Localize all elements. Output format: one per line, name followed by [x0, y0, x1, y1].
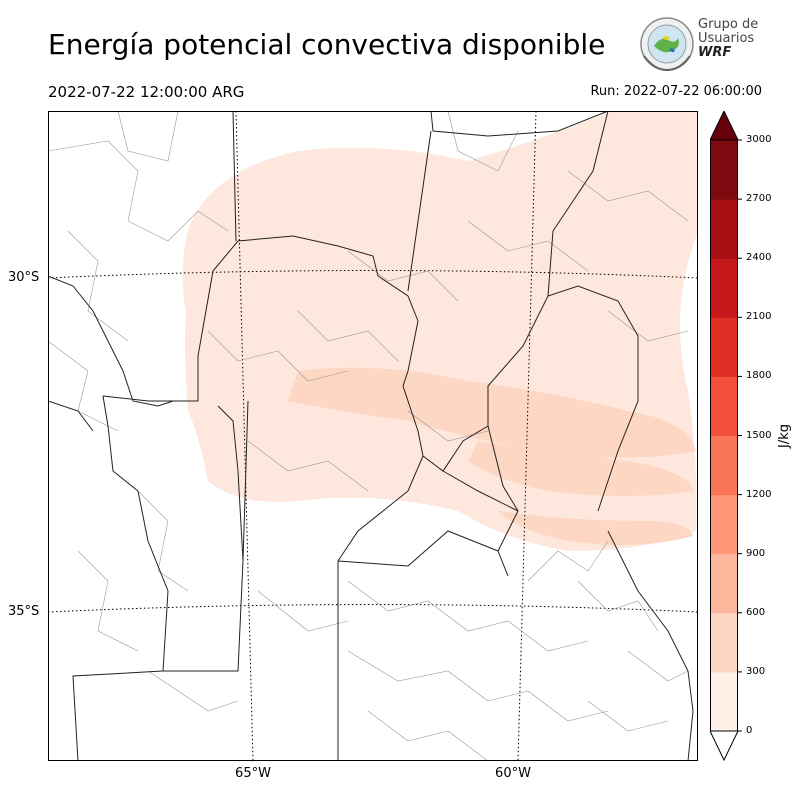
colorbar-tick-label: 2100 — [746, 311, 772, 323]
colorbar-tick-label: 600 — [746, 606, 766, 618]
map-frame — [48, 111, 698, 761]
globe-emblem-icon — [640, 17, 694, 72]
colorbar-bin — [710, 494, 738, 555]
colorbar-bin — [710, 553, 738, 614]
province-boundaries — [48, 111, 694, 761]
latitude-label-35s: 35°S — [8, 604, 40, 619]
wrf-user-group-logo: Grupo de Usuarios WRF — [638, 16, 762, 74]
colorbar-tick-label: 3000 — [746, 134, 772, 145]
map-title: Energía potencial convectiva disponible — [48, 28, 606, 61]
colorbar-bin — [710, 435, 738, 496]
colorbar-tick-label: 1200 — [746, 488, 772, 500]
colorbar-bin — [710, 199, 738, 259]
map-panel — [48, 111, 698, 761]
logo-text: Grupo de Usuarios WRF — [698, 17, 759, 60]
cape-map — [48, 111, 698, 761]
colorbar-scale — [710, 111, 742, 761]
latitude-label-30s: 30°S — [8, 270, 40, 285]
colorbar-tick-label: 0 — [746, 725, 753, 736]
colorbar-tick-label: 300 — [746, 665, 766, 677]
longitude-label-60w: 60°W — [495, 766, 531, 781]
colorbar-bin — [710, 612, 738, 673]
valid-time: 2022-07-22 12:00:00 ARG — [48, 83, 245, 101]
colorbar-bin — [710, 376, 738, 436]
colorbar-bin — [710, 258, 738, 318]
graticule — [48, 111, 698, 761]
colorbar-unit: J/kg — [777, 424, 792, 448]
colorbar-bin — [710, 140, 738, 200]
longitude-label-65w: 65°W — [235, 766, 271, 781]
colorbar-tick-label: 2400 — [746, 252, 772, 264]
colorbar-tick-label: 1800 — [746, 370, 772, 382]
colorbar-extend-over — [710, 111, 739, 141]
colorbar-tick-label: 1500 — [746, 429, 772, 441]
colorbar-tick-label: 2700 — [746, 193, 772, 205]
cape-shading — [182, 111, 698, 551]
run-time: Run: 2022-07-22 06:00:00 — [590, 84, 762, 99]
colorbar-tick-label: 900 — [746, 547, 766, 559]
colorbar-extend-under — [710, 730, 739, 761]
colorbar-bin — [710, 317, 738, 377]
colorbar-bin — [710, 671, 738, 732]
department-boundaries — [48, 111, 689, 761]
